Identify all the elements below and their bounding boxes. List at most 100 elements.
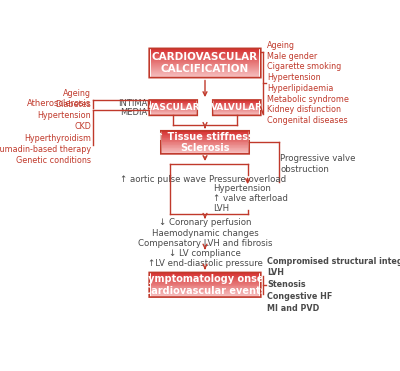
Bar bbox=[214, 100, 259, 101]
Bar bbox=[151, 49, 259, 51]
Bar bbox=[151, 111, 196, 112]
Bar bbox=[162, 135, 248, 137]
Bar bbox=[162, 134, 248, 135]
Bar bbox=[162, 146, 248, 147]
Bar bbox=[151, 112, 196, 113]
Bar bbox=[151, 53, 259, 55]
Bar bbox=[151, 64, 259, 65]
Bar bbox=[151, 272, 259, 274]
Bar bbox=[151, 284, 259, 285]
Text: CARDIOVASCULAR
CALCIFICATION: CARDIOVASCULAR CALCIFICATION bbox=[152, 52, 258, 74]
Bar bbox=[151, 111, 196, 112]
Bar bbox=[151, 290, 259, 292]
Bar bbox=[162, 151, 248, 153]
Bar bbox=[214, 102, 259, 103]
Bar bbox=[151, 282, 259, 283]
Bar bbox=[214, 102, 259, 104]
Bar bbox=[151, 102, 196, 104]
Bar bbox=[151, 69, 259, 70]
Bar bbox=[151, 109, 196, 110]
Bar bbox=[151, 58, 259, 59]
Bar bbox=[162, 145, 248, 147]
Text: Ageing
Male gender
Cigarette smoking
Hypertension
Hyperlipidaemia
Metabolic synd: Ageing Male gender Cigarette smoking Hyp… bbox=[267, 41, 349, 125]
Bar bbox=[214, 104, 259, 105]
Bar bbox=[151, 282, 259, 283]
Bar bbox=[151, 114, 196, 115]
Bar bbox=[214, 110, 259, 111]
Bar bbox=[151, 295, 259, 297]
Bar bbox=[151, 100, 196, 101]
Bar bbox=[162, 152, 248, 154]
Bar bbox=[214, 105, 259, 106]
Bar bbox=[151, 77, 259, 78]
Bar bbox=[214, 104, 259, 105]
Bar bbox=[214, 112, 259, 113]
Bar bbox=[151, 280, 259, 282]
Bar bbox=[151, 114, 196, 115]
Bar bbox=[151, 292, 259, 293]
Bar bbox=[214, 111, 259, 112]
Bar bbox=[151, 52, 259, 54]
Bar bbox=[162, 151, 248, 152]
Bar bbox=[151, 59, 259, 60]
Bar bbox=[151, 287, 259, 288]
Text: Progressive valve
obstruction: Progressive valve obstruction bbox=[280, 154, 356, 174]
Bar bbox=[214, 108, 259, 109]
Text: VASCULAR: VASCULAR bbox=[146, 103, 200, 112]
Text: Compromised structural integrity
LVH
Stenosis
Congestive HF
MI and PVD: Compromised structural integrity LVH Ste… bbox=[267, 257, 400, 313]
Bar bbox=[151, 274, 259, 275]
Bar bbox=[151, 279, 259, 280]
Bar bbox=[214, 112, 259, 113]
Text: ↓ LV compliance
↑LV end-diastolic pressure: ↓ LV compliance ↑LV end-diastolic pressu… bbox=[148, 249, 262, 268]
Bar bbox=[162, 137, 248, 138]
Bar bbox=[151, 273, 259, 275]
Bar bbox=[151, 106, 196, 108]
Bar bbox=[151, 67, 259, 68]
Bar bbox=[151, 283, 259, 284]
Bar bbox=[151, 285, 259, 286]
Bar bbox=[151, 280, 259, 281]
Bar bbox=[151, 71, 259, 72]
Text: ↑ aortic pulse wave: ↑ aortic pulse wave bbox=[120, 175, 206, 184]
Bar bbox=[214, 113, 259, 114]
Bar bbox=[162, 138, 248, 139]
Bar bbox=[151, 103, 196, 104]
Bar bbox=[162, 150, 248, 151]
Bar bbox=[151, 286, 259, 287]
Bar bbox=[151, 108, 196, 109]
Bar bbox=[151, 68, 259, 69]
Bar bbox=[151, 62, 259, 63]
Bar bbox=[151, 115, 196, 116]
Bar bbox=[151, 74, 259, 75]
Bar bbox=[151, 107, 196, 108]
Text: Pressure overload: Pressure overload bbox=[209, 175, 286, 184]
Bar bbox=[162, 148, 248, 149]
Bar bbox=[151, 70, 259, 71]
Bar bbox=[162, 148, 248, 150]
Bar bbox=[151, 289, 259, 290]
Bar bbox=[214, 115, 259, 116]
Bar bbox=[214, 114, 259, 115]
Bar bbox=[151, 104, 196, 105]
Bar bbox=[162, 143, 248, 144]
Text: INTIMA: INTIMA bbox=[118, 99, 148, 108]
Bar bbox=[151, 106, 196, 107]
Text: Symptomatology onset
Cardiovascular events: Symptomatology onset Cardiovascular even… bbox=[142, 274, 268, 296]
Bar bbox=[151, 54, 259, 56]
Bar bbox=[162, 132, 248, 134]
Bar bbox=[151, 286, 259, 288]
Bar bbox=[214, 114, 259, 115]
Bar bbox=[151, 278, 259, 279]
Text: Ageing
Diabetes
Hypertension
CKD
Hyperthyroidism
Coumadin-based therapy
Genetic : Ageing Diabetes Hypertension CKD Hyperth… bbox=[0, 89, 91, 165]
Bar bbox=[214, 106, 259, 108]
Bar bbox=[151, 102, 196, 103]
Bar bbox=[214, 101, 259, 102]
Bar bbox=[162, 132, 248, 133]
Bar bbox=[151, 112, 196, 113]
Bar bbox=[151, 104, 196, 105]
Bar bbox=[151, 275, 259, 276]
Bar bbox=[162, 147, 248, 148]
Bar bbox=[162, 142, 248, 144]
Text: VALVULAR: VALVULAR bbox=[211, 103, 263, 112]
Text: ↓ Coronary perfusion
Haemodynamic changes
Compensatory LVH and fibrosis: ↓ Coronary perfusion Haemodynamic change… bbox=[138, 218, 272, 248]
